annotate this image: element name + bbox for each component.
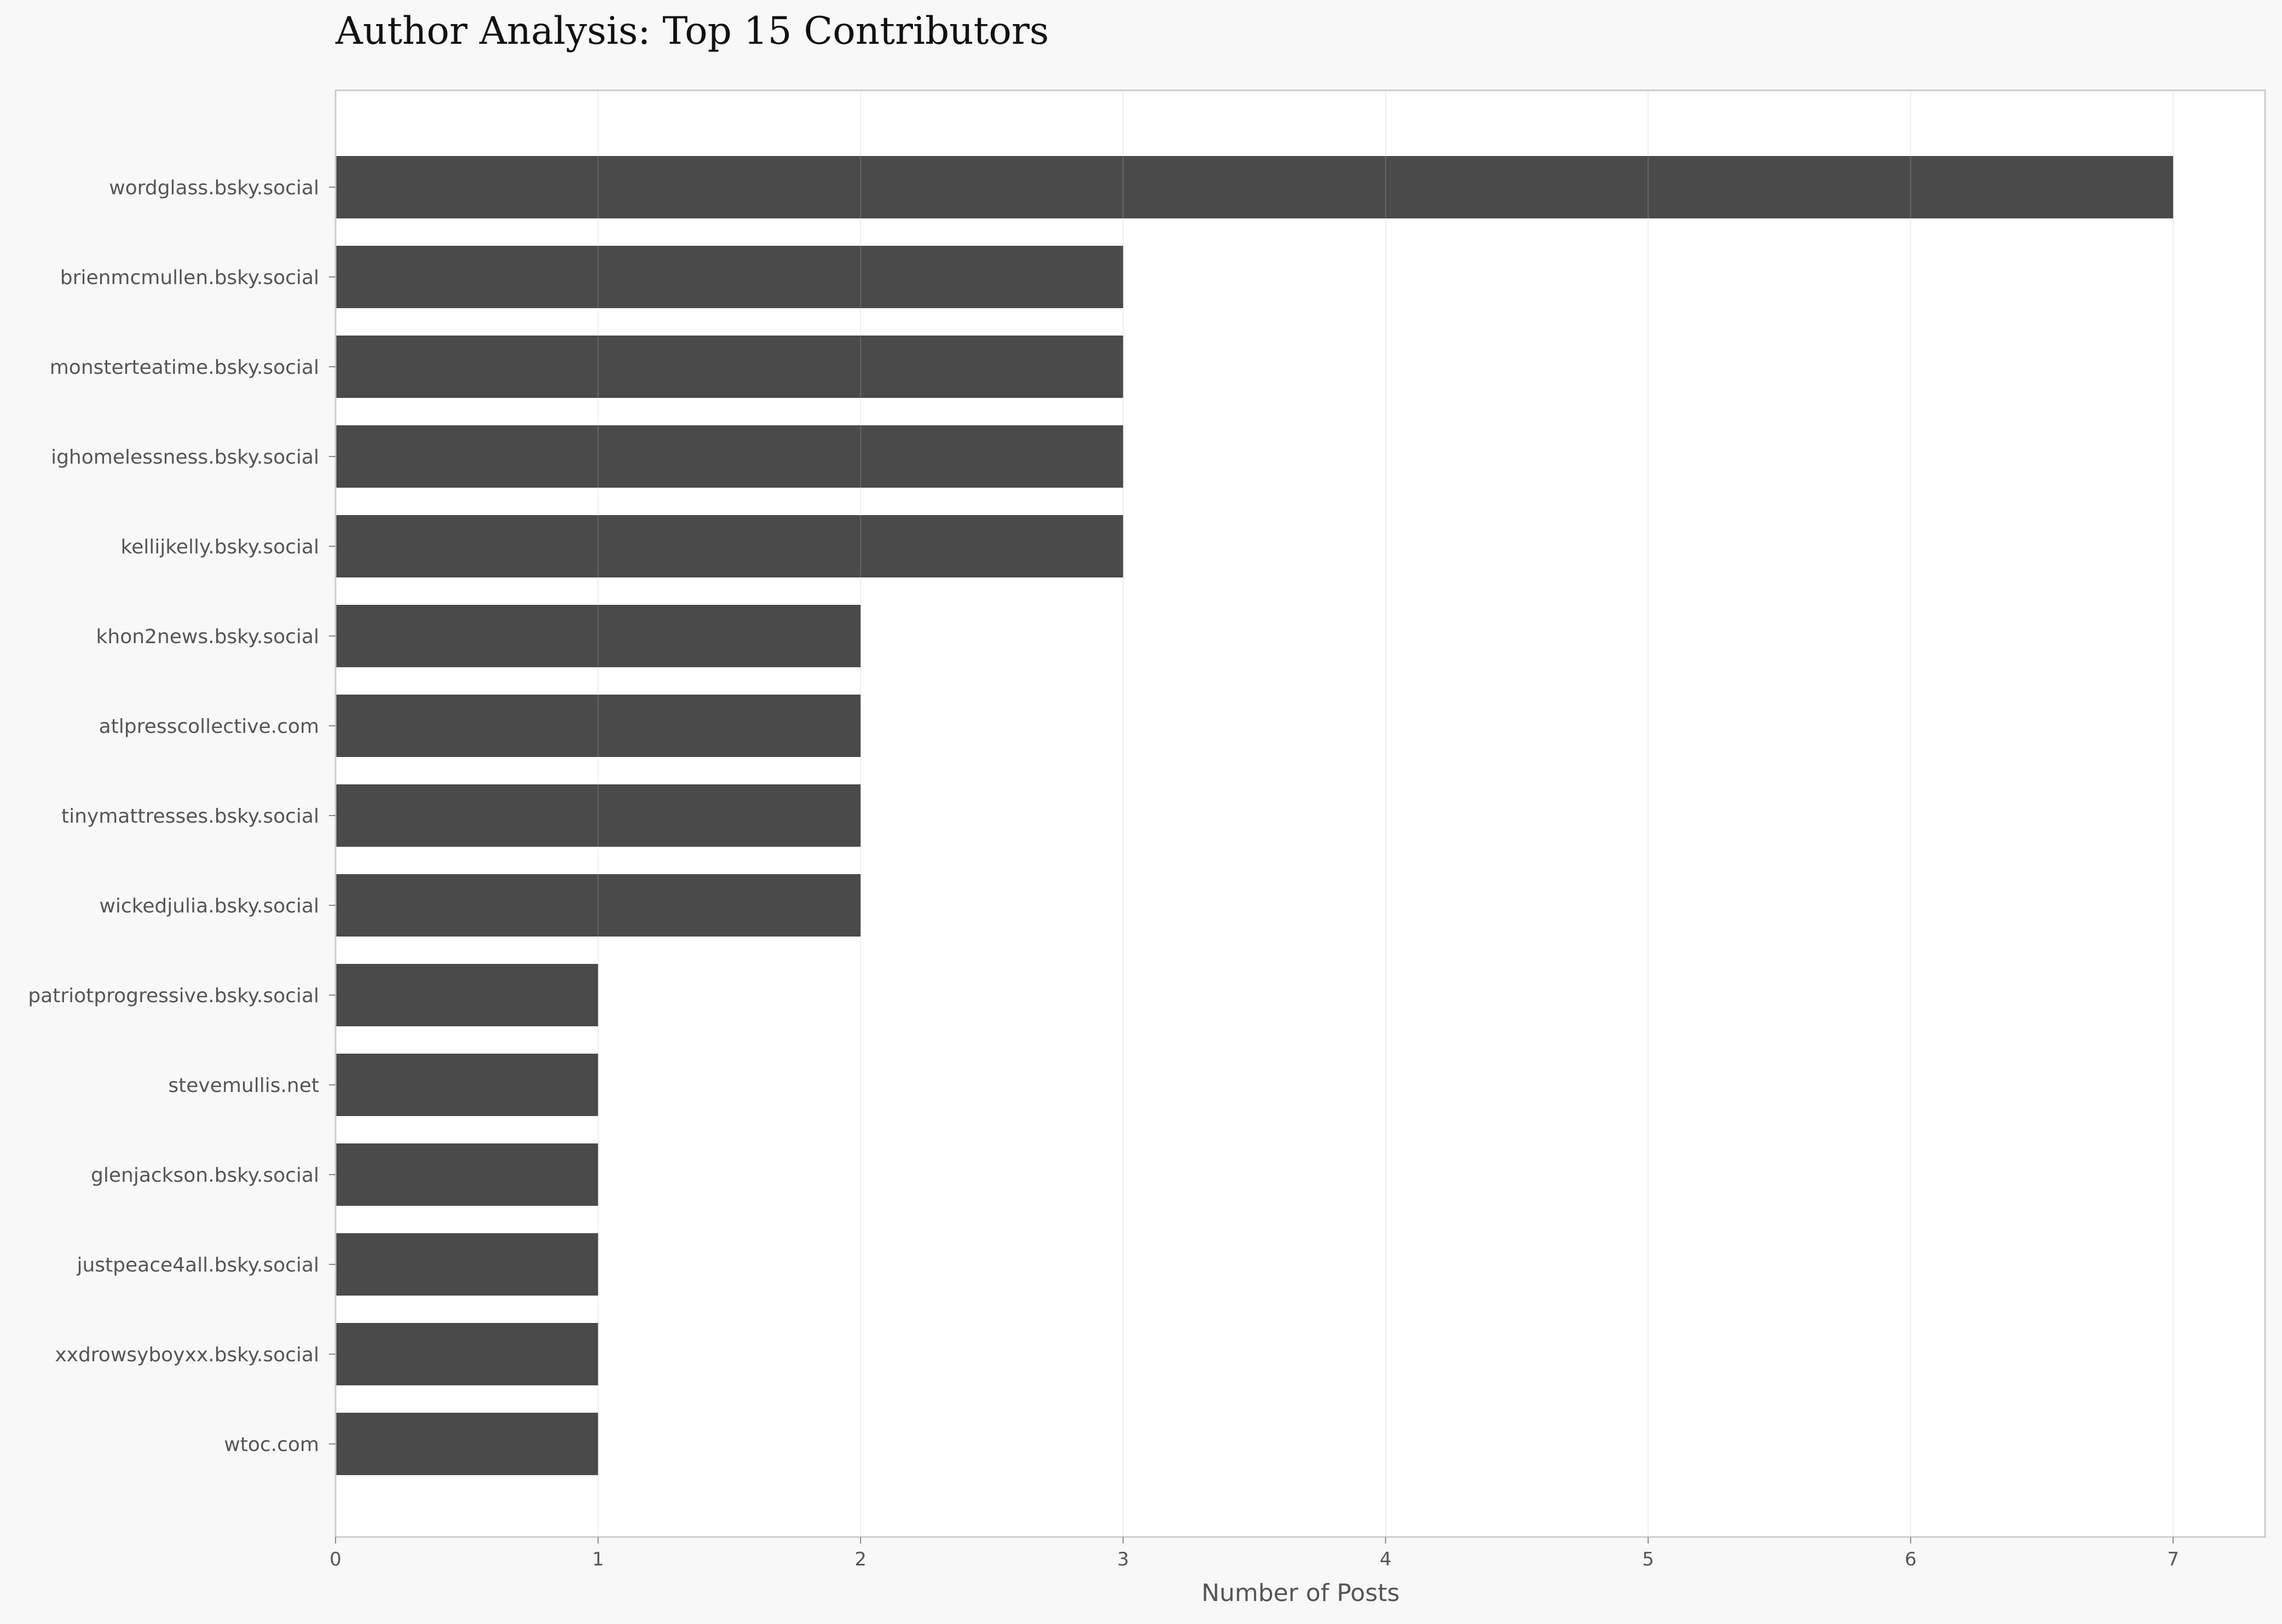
bar-0 [336, 156, 2174, 218]
bar-12 [336, 1233, 598, 1296]
y-tick-label-5: khon2news.bsky.social [96, 626, 319, 648]
x-tick-label-0: 0 [330, 1548, 342, 1570]
y-tick-label-6: atlpresscollective.com [99, 715, 319, 738]
y-tick-label-12: justpeace4all.bsky.social [76, 1254, 319, 1276]
bar-9 [336, 964, 598, 1026]
y-tick-label-11: glenjackson.bsky.social [91, 1164, 319, 1187]
bar-14 [336, 1413, 598, 1475]
plot-area: wordglass.bsky.social brienmcmullen.bsky.… [28, 89, 2266, 1570]
x-tick-label-5: 5 [1642, 1548, 1654, 1570]
x-tick-label-3: 3 [1117, 1548, 1129, 1570]
y-tick-label-8: wickedjulia.bsky.social [99, 895, 319, 917]
y-tick-label-9: patriotprogressive.bsky.social [28, 985, 319, 1007]
x-axis-title: Number of Posts [1201, 1579, 1400, 1607]
chart-title: Author Analysis: Top 15 Contributors [335, 9, 1049, 53]
bar-10 [336, 1054, 598, 1116]
y-tick-label-1: brienmcmullen.bsky.social [60, 267, 319, 289]
bar-11 [336, 1143, 598, 1206]
bar-3 [336, 425, 1123, 488]
x-tick-label-2: 2 [854, 1548, 866, 1570]
y-tick-label-10: stevemullis.net [168, 1074, 319, 1097]
x-tick-label-4: 4 [1380, 1548, 1392, 1570]
y-tick-label-2: monsterteatime.bsky.social [50, 356, 319, 379]
bar-4 [336, 515, 1123, 577]
y-tick-label-4: kellijkelly.bsky.social [121, 536, 319, 558]
y-tick-label-14: wtoc.com [224, 1434, 319, 1456]
bar-1 [336, 246, 1123, 308]
y-tick-label-3: ighomelessness.bsky.social [51, 446, 319, 469]
bar-13 [336, 1323, 598, 1385]
y-tick-label-0: wordglass.bsky.social [109, 177, 319, 199]
x-tick-label-7: 7 [2167, 1548, 2179, 1570]
x-tick-label-6: 6 [1905, 1548, 1917, 1570]
plot-frame [334, 89, 2266, 1538]
y-tick-label-13: xxdrowsyboyxx.bsky.social [55, 1344, 319, 1366]
bar-2 [336, 336, 1123, 398]
x-tick-label-1: 1 [592, 1548, 604, 1570]
y-tick-label-7: tinymattresses.bsky.social [61, 805, 319, 828]
